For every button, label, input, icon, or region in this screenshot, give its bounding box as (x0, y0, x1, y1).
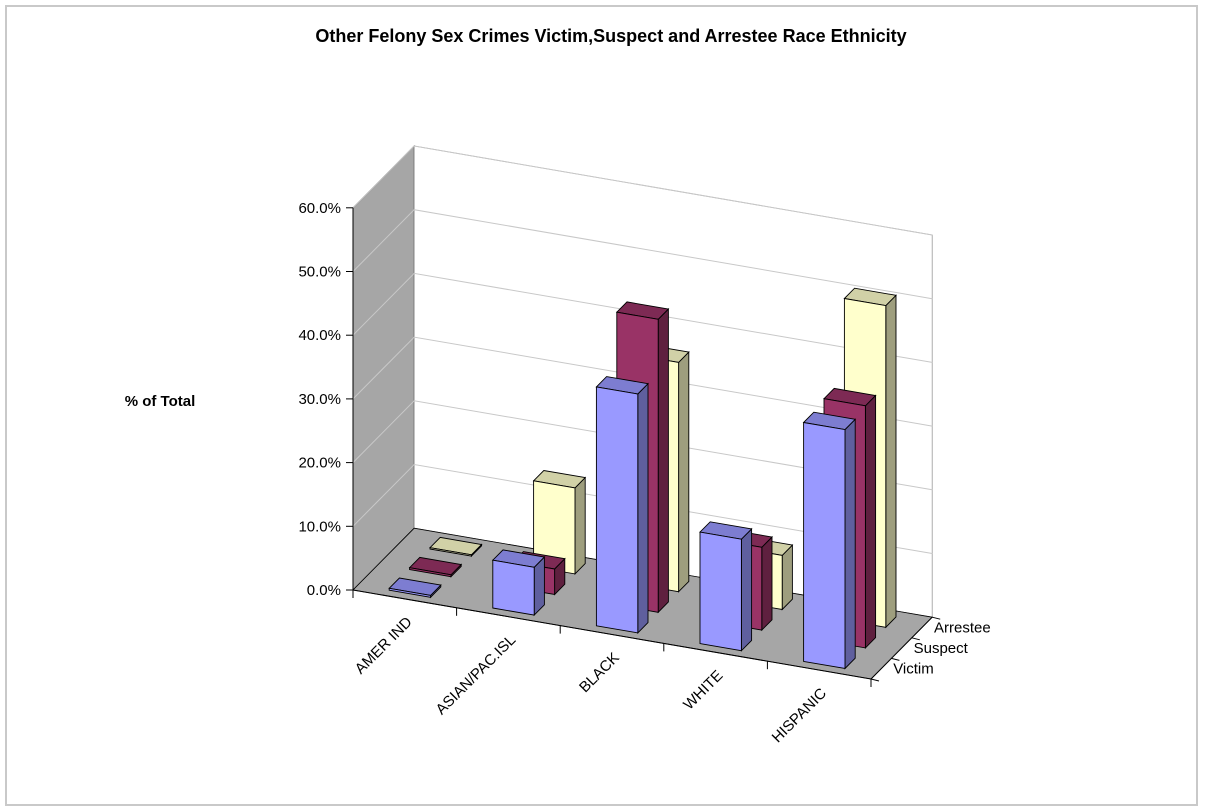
bar-suspect (408, 556, 463, 578)
bar-victim (595, 376, 649, 634)
y-tick-label: 0.0% (307, 582, 341, 599)
depth-axis-line (870, 616, 933, 680)
bar-front-face (699, 531, 742, 652)
series-label: Arrestee (934, 620, 991, 637)
depth-tick-mark (891, 657, 900, 661)
bar-front-face (429, 547, 472, 557)
bar-front-face (803, 421, 846, 670)
x-category-label: HISPANIC (769, 685, 830, 746)
gridline (352, 272, 933, 363)
y-axis-label: % of Total (125, 393, 196, 410)
bar-victim (802, 411, 857, 670)
bar-front-face (409, 567, 452, 578)
bar-side-face (740, 527, 753, 652)
series-label: Suspect (914, 640, 969, 657)
depth-tick-mark (932, 616, 941, 620)
x-axis-line (352, 589, 872, 680)
bar-side-face (844, 418, 856, 670)
y-tick-label: 20.0% (298, 455, 341, 472)
bar-arrestee (429, 536, 483, 558)
bar-side-face (885, 294, 897, 629)
y-tick-label: 10.0% (298, 518, 341, 535)
gridline (352, 145, 933, 236)
gridline (352, 209, 933, 300)
depth-tick-mark (911, 637, 920, 641)
bar-victim (491, 549, 546, 617)
bar-side-face (761, 535, 773, 632)
chart-title: Other Felony Sex Crimes Victim,Suspect a… (315, 26, 906, 46)
bar-front-face (388, 587, 432, 598)
bar-side-face (637, 382, 649, 634)
y-tick-label: 50.0% (298, 264, 341, 281)
bar-front-face (595, 386, 639, 634)
bar-side-face (781, 544, 793, 611)
gridline (352, 400, 933, 491)
x-category-label: BLACK (576, 649, 623, 696)
depth-tick-mark (870, 678, 880, 682)
bar-victim (699, 521, 753, 652)
plot-area: 0.0% 10.0% 20.0% 30.0% 40.0% 50.0% 60.0% AMER I… (298, 145, 991, 746)
bar-side-face (864, 394, 877, 649)
bar-side-face (678, 351, 690, 593)
series-label: Victim (893, 661, 934, 678)
bar-side-face (574, 476, 586, 575)
gridline (352, 463, 933, 554)
bar-front-face (492, 559, 535, 616)
bar-side-face (657, 307, 669, 614)
y-tick-label: 60.0% (298, 200, 341, 217)
x-category-label: AMER IND (352, 614, 416, 678)
bar-arrestee (532, 470, 587, 575)
gridline (352, 336, 933, 427)
y-tick-label: 40.0% (298, 327, 341, 344)
bar-victim (388, 577, 442, 599)
x-category-label: WHITE (680, 667, 726, 713)
y-tick-label: 30.0% (298, 391, 341, 408)
x-category-label: ASIAN/PAC.ISL (433, 632, 520, 719)
